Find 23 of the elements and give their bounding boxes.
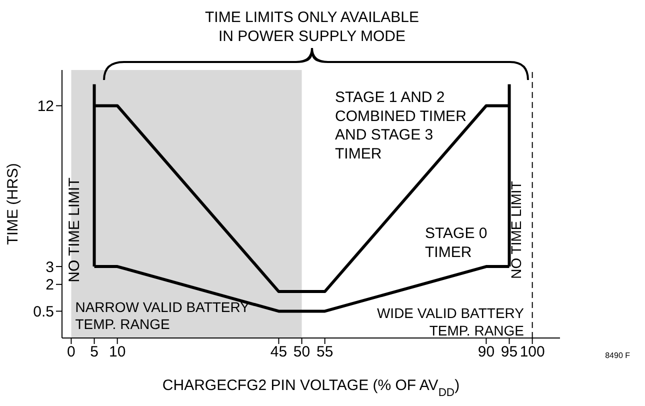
x-tick-label: 5 — [90, 344, 98, 361]
x-tick-label: 90 — [478, 344, 495, 361]
x-tick-label: 10 — [108, 344, 126, 361]
annotation: WIDE VALID BATTERY TEMP. RANGE — [376, 305, 525, 338]
annotation: NO TIME LIMIT — [66, 178, 83, 282]
x-tick-label: 0 — [67, 344, 76, 361]
band-label: NARROW VALID BATTERY TEMP. RANGE — [75, 299, 250, 332]
annotation: STAGE 1 AND 2 COMBINED TIMER AND STAGE 3 TIMER — [335, 89, 467, 162]
text: TIME LIMITS ONLY AVAILABLE IN POWER SUPPLY MODE — [205, 9, 419, 45]
x-tick-label: 55 — [316, 344, 334, 361]
annotation: NO TIME LIMIT — [508, 180, 524, 279]
x-tick-label: 95 — [500, 344, 518, 361]
y-tick-label: 2 — [46, 276, 54, 294]
y-tick-label: 0.5 — [33, 304, 54, 321]
x-tick-label: 100 — [520, 344, 545, 361]
text: 8490 F — [605, 351, 630, 360]
x-tick-label: 45 — [270, 344, 288, 361]
x-tick-label: 50 — [293, 344, 310, 361]
annotation: STAGE 0 TIMER — [425, 225, 488, 261]
y-tick-label: 12 — [37, 98, 54, 116]
y-axis-title: TIME (HRS) — [4, 163, 22, 245]
x-axis-title: CHARGECFG2 PIN VOLTAGE (% OF AV$_{DD}$) — [162, 377, 460, 399]
y-tick-label: 3 — [46, 258, 54, 276]
